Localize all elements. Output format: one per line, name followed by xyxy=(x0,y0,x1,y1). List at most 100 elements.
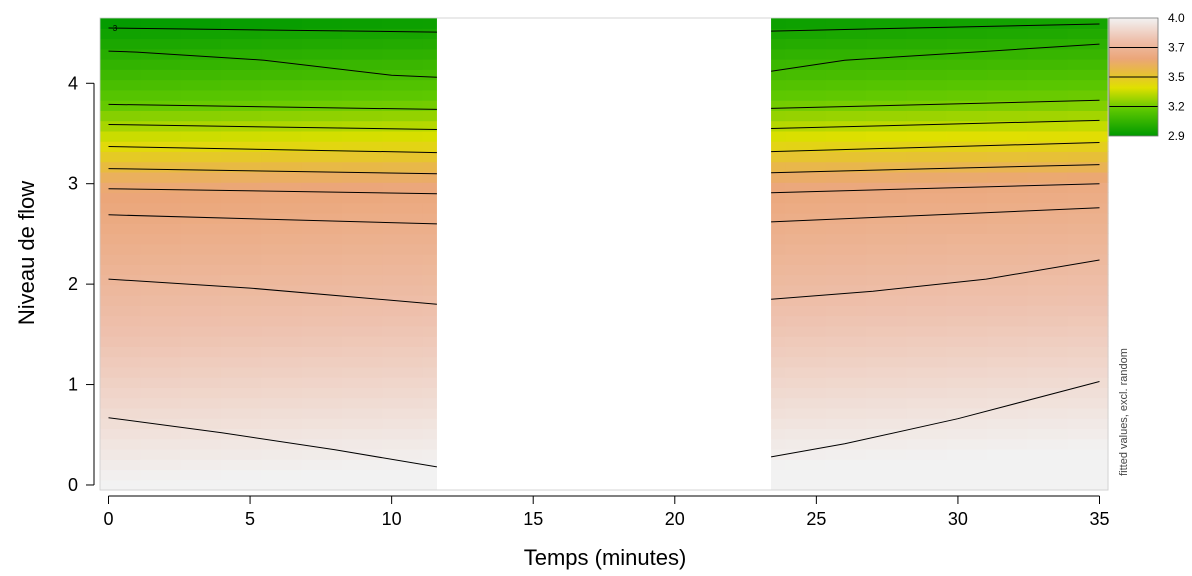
heatmap-cell xyxy=(906,161,948,173)
heatmap-cell xyxy=(1027,336,1069,347)
heatmap-cell xyxy=(866,438,907,450)
heatmap-cell xyxy=(946,418,988,430)
heatmap-cell xyxy=(341,377,383,388)
heatmap-cell xyxy=(100,254,141,265)
heatmap-cell xyxy=(906,110,948,122)
heatmap-cell xyxy=(785,171,827,183)
heatmap-cell xyxy=(220,264,262,276)
heatmap-cell xyxy=(180,38,222,50)
heatmap-cell xyxy=(906,438,948,450)
heatmap-cell xyxy=(261,469,303,481)
heatmap-cell xyxy=(1027,346,1069,358)
heatmap-cell xyxy=(382,130,424,142)
heatmap-cell xyxy=(987,315,1028,327)
heatmap-cell xyxy=(1067,59,1109,70)
heatmap-cell xyxy=(220,366,262,378)
heatmap-cell xyxy=(1027,223,1069,235)
x-tick-label: 5 xyxy=(245,509,255,529)
heatmap-cell xyxy=(341,387,383,399)
heatmap-cell xyxy=(987,59,1028,70)
heatmap-cell xyxy=(906,28,948,40)
heatmap-cell xyxy=(100,120,141,132)
heatmap-cell xyxy=(1067,151,1109,163)
heatmap-cell xyxy=(866,69,907,81)
heatmap-cell xyxy=(906,233,948,245)
heatmap-cell xyxy=(946,28,988,40)
heatmap-cell xyxy=(140,202,182,214)
heatmap-cell xyxy=(1027,295,1069,306)
heatmap-cell xyxy=(261,448,303,460)
heatmap-cell xyxy=(987,38,1028,50)
heatmap-cell xyxy=(301,397,343,409)
heatmap-cell xyxy=(220,295,262,306)
heatmap-cell xyxy=(301,274,343,286)
heatmap-cell xyxy=(180,243,222,255)
heatmap-cell xyxy=(946,469,988,481)
heatmap-cell xyxy=(906,202,948,214)
heatmap-cell xyxy=(866,110,907,122)
heatmap-cell xyxy=(1027,100,1069,111)
heatmap-cell xyxy=(100,171,141,183)
heatmap-cell xyxy=(261,438,303,450)
heatmap-cell xyxy=(140,130,182,142)
heatmap-cell xyxy=(987,254,1028,265)
heatmap-cell xyxy=(261,18,303,29)
heatmap-cell xyxy=(341,295,383,306)
heatmap-cell xyxy=(946,151,988,163)
heatmap-cell xyxy=(946,79,988,91)
heatmap-cell xyxy=(1027,79,1069,91)
heatmap-cell xyxy=(1027,407,1069,419)
contour-line-right xyxy=(771,23,1100,32)
heatmap-cell xyxy=(987,100,1028,111)
heatmap-cell xyxy=(785,264,827,276)
heatmap-cell xyxy=(825,38,867,50)
heatmap-cell xyxy=(100,161,141,173)
heatmap-cell xyxy=(906,407,948,419)
heatmap-cell xyxy=(785,428,827,440)
heatmap-cell xyxy=(866,428,907,440)
heatmap-cell xyxy=(301,38,343,50)
heatmap-cell xyxy=(180,305,222,317)
heatmap-cell xyxy=(261,120,303,132)
heatmap-cell xyxy=(946,305,988,317)
heatmap-cell xyxy=(382,305,424,317)
heatmap-cell xyxy=(261,305,303,317)
heatmap-cell xyxy=(180,18,222,29)
contour-line-right xyxy=(771,43,1100,72)
heatmap-cell xyxy=(100,28,141,40)
heatmap-cell xyxy=(220,110,262,122)
heatmap-cell xyxy=(301,48,343,60)
heatmap-cell xyxy=(382,469,424,481)
heatmap-cell xyxy=(987,479,1028,491)
heatmap-cell xyxy=(382,295,424,306)
heatmap-cell xyxy=(946,459,988,471)
heatmap-cell xyxy=(866,254,907,265)
heatmap-cell xyxy=(987,305,1028,317)
heatmap-cell xyxy=(866,89,907,101)
heatmap-cell xyxy=(825,182,867,194)
heatmap-cell xyxy=(180,479,222,491)
heatmap-cell xyxy=(1067,69,1109,81)
heatmap-cell xyxy=(220,448,262,460)
heatmap-cell xyxy=(301,120,343,132)
heatmap-cell xyxy=(906,69,948,81)
heatmap-cell xyxy=(140,336,182,347)
heatmap-cell xyxy=(825,202,867,214)
heatmap-cell xyxy=(100,336,141,347)
heatmap-cell xyxy=(785,69,827,81)
heatmap-cell xyxy=(825,233,867,245)
heatmap-cell xyxy=(1067,130,1109,142)
heatmap-cell xyxy=(261,233,303,245)
heatmap-cell xyxy=(341,254,383,265)
heatmap-cell xyxy=(1067,418,1109,430)
heatmap-cell xyxy=(906,212,948,224)
heatmap-cell xyxy=(341,223,383,235)
heatmap-cell xyxy=(946,315,988,327)
heatmap-cell xyxy=(261,284,303,296)
heatmap-cell xyxy=(987,69,1028,81)
heatmap-cell xyxy=(825,284,867,296)
heatmap-cell xyxy=(825,79,867,91)
x-tick-label: 30 xyxy=(948,509,968,529)
heatmap-cell xyxy=(866,171,907,183)
heatmap-cell xyxy=(180,79,222,91)
